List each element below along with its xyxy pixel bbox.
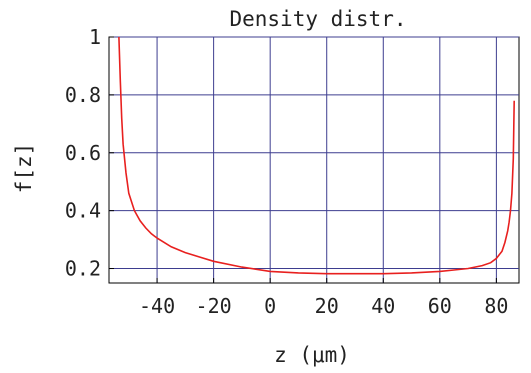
x-tick-label: 40	[371, 294, 395, 318]
y-tick-label: 0.4	[65, 199, 101, 223]
x-tick-label: -20	[196, 294, 232, 318]
x-tick-label: -40	[139, 294, 175, 318]
y-tick-label: 1	[89, 25, 101, 49]
x-axis-label: z (μm)	[274, 343, 350, 367]
x-tick-label: 80	[484, 294, 508, 318]
grid	[109, 36, 519, 283]
y-axis: 0.2 0.4 0.6 0.8 1	[65, 25, 114, 281]
x-tick-label: 60	[428, 294, 452, 318]
chart-title: Density distr.	[229, 7, 406, 31]
y-tick-label: 0.6	[65, 141, 101, 165]
x-tick-label: 20	[315, 294, 339, 318]
x-axis: -40 -20 0 20 40 60 80	[139, 278, 508, 318]
y-axis-label: f[z]	[12, 143, 36, 194]
x-tick-label: 0	[264, 294, 276, 318]
y-tick-label: 0.2	[65, 257, 101, 281]
density-curve	[118, 36, 515, 275]
y-tick-label: 0.8	[65, 83, 101, 107]
